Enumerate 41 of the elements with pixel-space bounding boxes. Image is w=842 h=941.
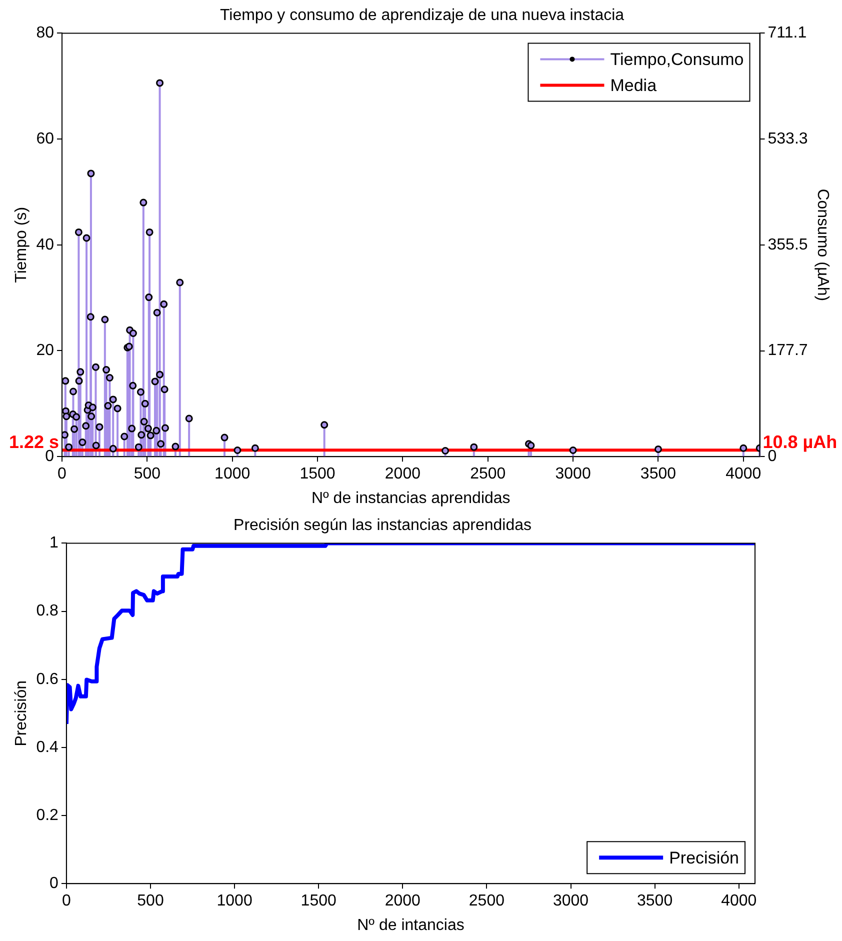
x-tick-label: 4000 [721, 892, 757, 910]
x-tick-label: 2500 [468, 892, 505, 910]
x-tick-label: 3000 [552, 892, 589, 910]
y-tick-label: 0.8 [36, 602, 59, 620]
x-tick-label: 1000 [216, 892, 252, 910]
x-tick-label: 4000 [726, 466, 762, 483]
legend-label: Precisión [669, 848, 740, 868]
x-tick-label: 3500 [640, 466, 676, 483]
y2-axis-title: Consumo (µAh) [814, 188, 831, 302]
x-tick-label: 0 [62, 892, 71, 910]
y-tick-label: 1 [50, 534, 59, 552]
legend-label: Tiempo,Consumo [610, 50, 744, 69]
x-tick-label: 2000 [384, 892, 421, 910]
y-tick-label: 60 [36, 130, 54, 148]
x-tick-label: 1000 [214, 466, 250, 483]
legend-label: Media [610, 76, 658, 95]
chart-title: Tiempo y consumo de aprendizaje de una nueva instacia [220, 7, 624, 24]
chart-title: Precisión según las instancias aprendidas [234, 517, 532, 534]
x-axis-title: Nº de intancias [357, 916, 464, 934]
x-tick-label: 1500 [300, 892, 336, 910]
x-tick-label: 3000 [555, 466, 591, 483]
x-tick-label: 500 [134, 466, 161, 483]
y2-tick-label: 711.1 [768, 24, 807, 42]
y-tick-label: 20 [36, 342, 54, 360]
y-tick-label: 0.2 [36, 806, 59, 824]
x-axis-title: Nº de instancias aprendidas [311, 490, 510, 507]
x-tick-label: 2500 [470, 466, 506, 483]
y-tick-label: 0.6 [36, 670, 59, 688]
y-tick-label: 40 [36, 236, 54, 254]
y-tick-label: 0.4 [36, 738, 59, 756]
y-axis-title: Tiempo (s) [13, 206, 30, 283]
y-tick-label: 80 [36, 24, 54, 42]
x-tick-label: 500 [137, 892, 164, 910]
y2-tick-label: 177.7 [768, 342, 808, 360]
y-axis-title: Precisión [13, 680, 30, 746]
y-tick-label: 0 [50, 875, 59, 892]
x-tick-label: 3500 [637, 892, 673, 910]
x-tick-label: 2000 [384, 466, 421, 483]
x-tick-label: 1500 [300, 466, 336, 483]
y2-tick-label: 533.3 [768, 130, 808, 148]
y2-tick-label: 355.5 [768, 236, 808, 254]
